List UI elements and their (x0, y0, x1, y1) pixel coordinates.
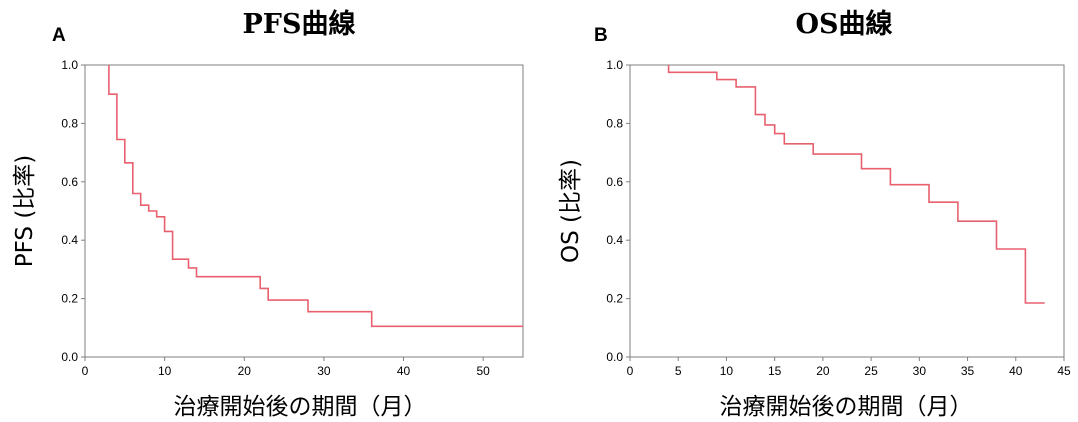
y-tick-label-b: 0.4 (606, 233, 623, 247)
x-tick-label-b: 15 (768, 364, 782, 378)
x-tick-label-b: 45 (1057, 364, 1071, 378)
chart-title-os: OS曲線 (795, 8, 892, 40)
x-tick-label-a: 20 (238, 364, 252, 378)
x-tick-label-b: 25 (864, 364, 878, 378)
y-tick-label-a: 0.4 (61, 233, 78, 247)
x-tick-label-a: 40 (397, 364, 411, 378)
panel-letter-b: B (594, 25, 608, 46)
x-tick-label-a: 50 (477, 364, 491, 378)
y-axis-label-a: PFS (比率) (12, 155, 38, 268)
plot-frame-a (84, 64, 524, 358)
x-tick-label-a: 0 (82, 364, 89, 378)
panel-a: A PFS曲線 0.0 0.2 0.4 0.6 0.8 1.0 0 10 20 30 40 50 治療… (12, 8, 524, 420)
x-tick-label-b: 35 (961, 364, 975, 378)
x-tick-label-b: 5 (675, 364, 682, 378)
y-tick-label-b: 0.0 (606, 350, 623, 364)
x-axis-label-b: 治療開始後の期間（月） (720, 394, 973, 420)
x-tick-label-a: 10 (158, 364, 172, 378)
os-curve (667, 65, 1045, 304)
y-tick-label-a: 0.2 (61, 292, 78, 306)
y-tick-label-b: 0.6 (606, 175, 623, 189)
y-tick-label-a: 0.8 (61, 116, 78, 130)
x-tick-label-b: 20 (816, 364, 830, 378)
x-tick-label-b: 0 (627, 364, 634, 378)
axes-a: 0.0 0.2 0.4 0.6 0.8 1.0 0 10 20 30 40 50 (61, 58, 490, 378)
y-tick-label-b: 0.2 (606, 292, 623, 306)
panel-letter-a: A (52, 25, 66, 46)
x-tick-label-b: 10 (720, 364, 734, 378)
plot-frame-b (629, 64, 1065, 358)
chart-title-pfs: PFS曲線 (243, 8, 356, 40)
x-axis-label-a: 治療開始後の期間（月） (174, 394, 427, 420)
x-tick-label-b: 40 (1009, 364, 1023, 378)
x-tick-label-b: 30 (913, 364, 927, 378)
x-tick-label-a: 30 (317, 364, 331, 378)
y-axis-label-b: OS (比率) (558, 159, 584, 263)
y-tick-label-b: 1.0 (606, 58, 623, 72)
pfs-curve (108, 65, 523, 328)
panel-b: B OS曲線 0.0 0.2 0.4 0.6 0.8 1.0 0 5 10 15 20 25 30 35 4… (558, 8, 1071, 420)
y-tick-label-a: 0.6 (61, 175, 78, 189)
y-tick-label-b: 0.8 (606, 116, 623, 130)
axes-b: 0.0 0.2 0.4 0.6 0.8 1.0 0 5 10 15 20 25 30 35 40 45 (606, 58, 1071, 378)
y-tick-label-a: 1.0 (61, 58, 78, 72)
y-tick-label-a: 0.0 (61, 350, 78, 364)
